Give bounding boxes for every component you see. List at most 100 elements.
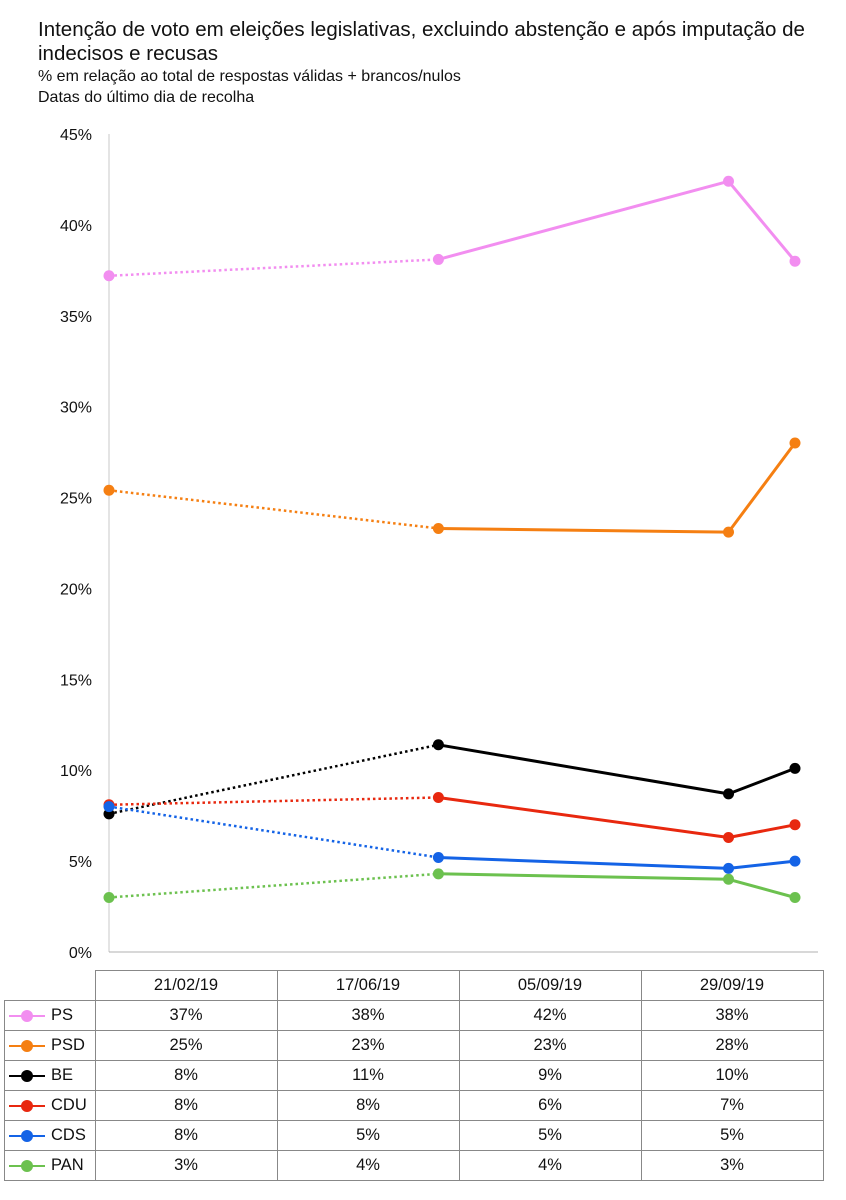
series-line-ps bbox=[438, 179, 797, 263]
table-header-row: 21/02/19 17/06/19 05/09/19 29/09/19 bbox=[4, 970, 824, 1001]
table-cell: 23% bbox=[276, 1030, 460, 1061]
data-point-be bbox=[789, 762, 801, 774]
column-header: 05/09/19 bbox=[458, 970, 642, 1001]
legend-cell: PSD bbox=[4, 1030, 96, 1061]
legend-marker-icon bbox=[9, 1129, 45, 1142]
table-cell: 42% bbox=[458, 1000, 642, 1031]
series-line-psd-dotted bbox=[108, 489, 439, 530]
table-cell: 4% bbox=[276, 1150, 460, 1181]
table-cell: 38% bbox=[276, 1000, 460, 1031]
data-point-cdu bbox=[789, 819, 801, 831]
data-point-psd bbox=[723, 526, 735, 538]
data-point-pan bbox=[789, 891, 801, 903]
legend-cell: PAN bbox=[4, 1150, 96, 1181]
y-tick-label: 20% bbox=[60, 581, 92, 598]
table-cell: 25% bbox=[94, 1030, 278, 1061]
table-cell: 7% bbox=[640, 1090, 824, 1121]
y-tick-label: 30% bbox=[60, 400, 92, 417]
table-row: BE 8% 11% 9% 10% bbox=[4, 1060, 824, 1091]
series-line-psd bbox=[438, 442, 797, 534]
y-tick-label: 10% bbox=[60, 763, 92, 780]
series-line-pan-dotted bbox=[108, 872, 439, 899]
table-cell: 28% bbox=[640, 1030, 824, 1061]
legend-marker-icon bbox=[9, 1009, 45, 1022]
y-tick-label: 45% bbox=[60, 127, 92, 144]
y-tick-label: 5% bbox=[69, 854, 92, 871]
table-cell: 11% bbox=[276, 1060, 460, 1091]
legend-cell: CDS bbox=[4, 1120, 96, 1151]
table-cell: 37% bbox=[94, 1000, 278, 1031]
legend-marker-icon bbox=[9, 1099, 45, 1112]
series-line-cds-dotted bbox=[108, 805, 439, 859]
table-cell: 23% bbox=[458, 1030, 642, 1061]
y-tick-label: 25% bbox=[60, 491, 92, 508]
legend-label: PS bbox=[51, 1006, 74, 1024]
legend-cell: PS bbox=[4, 1000, 96, 1031]
data-point-ps bbox=[789, 255, 801, 267]
data-point-ps bbox=[723, 175, 735, 187]
table-cell: 6% bbox=[458, 1090, 642, 1121]
table-cell: 5% bbox=[458, 1120, 642, 1151]
table-row: PSD 25% 23% 23% 28% bbox=[4, 1030, 824, 1061]
table-cell: 9% bbox=[458, 1060, 642, 1091]
data-point-cds bbox=[723, 862, 735, 874]
data-point-cds bbox=[103, 801, 115, 813]
table-cell: 4% bbox=[458, 1150, 642, 1181]
y-tick-label: 40% bbox=[60, 218, 92, 235]
y-tick-label: 35% bbox=[60, 309, 92, 326]
chart-subtitle-dates: Datas do último dia de recolha bbox=[38, 89, 255, 106]
table-cell: 3% bbox=[640, 1150, 824, 1181]
y-tick-label: 15% bbox=[60, 672, 92, 689]
data-point-pan bbox=[432, 868, 444, 880]
data-point-pan bbox=[723, 873, 735, 885]
table-row: PS 37% 38% 42% 38% bbox=[4, 1000, 824, 1031]
legend-marker-icon bbox=[9, 1159, 45, 1172]
table-cell: 10% bbox=[640, 1060, 824, 1091]
chart-title: Intenção de voto em eleições legislativa… bbox=[38, 18, 805, 65]
table-corner bbox=[4, 970, 96, 1001]
table-row: CDS 8% 5% 5% 5% bbox=[4, 1120, 824, 1151]
legend-cell: BE bbox=[4, 1060, 96, 1091]
column-header: 21/02/19 bbox=[94, 970, 278, 1001]
table-cell: 3% bbox=[94, 1150, 278, 1181]
series-line-be bbox=[438, 743, 796, 796]
legend-label: BE bbox=[51, 1066, 74, 1084]
line-chart: 0% 5% 10% 15% 20% 25% 30% 35% 40% 45% bbox=[60, 127, 818, 962]
legend-marker-icon bbox=[9, 1039, 45, 1052]
series-line-be-dotted bbox=[108, 743, 439, 816]
data-point-be bbox=[723, 788, 735, 800]
data-point-cds bbox=[789, 855, 801, 867]
table-cell: 8% bbox=[94, 1120, 278, 1151]
table-row: PAN 3% 4% 4% 3% bbox=[4, 1150, 824, 1181]
table-cell: 8% bbox=[276, 1090, 460, 1121]
table-cell: 8% bbox=[94, 1090, 278, 1121]
chart-header: Intenção de voto em eleições legislativa… bbox=[38, 18, 838, 108]
table-cell: 5% bbox=[276, 1120, 460, 1151]
y-tick-label: 0% bbox=[69, 945, 92, 962]
column-header: 29/09/19 bbox=[640, 970, 824, 1001]
series-line-pan bbox=[438, 872, 796, 899]
table-row: CDU 8% 8% 6% 7% bbox=[4, 1090, 824, 1121]
data-point-psd bbox=[789, 437, 801, 449]
data-point-cds bbox=[432, 851, 444, 863]
data-point-psd bbox=[103, 484, 115, 496]
legend-cell: CDU bbox=[4, 1090, 96, 1121]
series-line-cds bbox=[438, 856, 796, 870]
legend-label: CDS bbox=[51, 1126, 86, 1144]
data-point-be bbox=[432, 739, 444, 751]
table-cell: 5% bbox=[640, 1120, 824, 1151]
column-header: 17/06/19 bbox=[276, 970, 460, 1001]
chart-subtitle: % em relação ao total de respostas válid… bbox=[38, 68, 461, 85]
series-line-ps-dotted bbox=[108, 258, 439, 278]
legend-label: PAN bbox=[51, 1156, 84, 1174]
data-point-cdu bbox=[432, 791, 444, 803]
data-table: 21/02/19 17/06/19 05/09/19 29/09/19 PS 37… bbox=[4, 970, 824, 1181]
table-cell: 8% bbox=[94, 1060, 278, 1091]
data-point-ps bbox=[103, 270, 115, 282]
legend-label: PSD bbox=[51, 1036, 85, 1054]
data-point-psd bbox=[432, 522, 444, 534]
legend-label: CDU bbox=[51, 1096, 87, 1114]
table-cell: 38% bbox=[640, 1000, 824, 1031]
series-line-cdu bbox=[438, 796, 796, 839]
data-point-ps bbox=[432, 253, 444, 265]
